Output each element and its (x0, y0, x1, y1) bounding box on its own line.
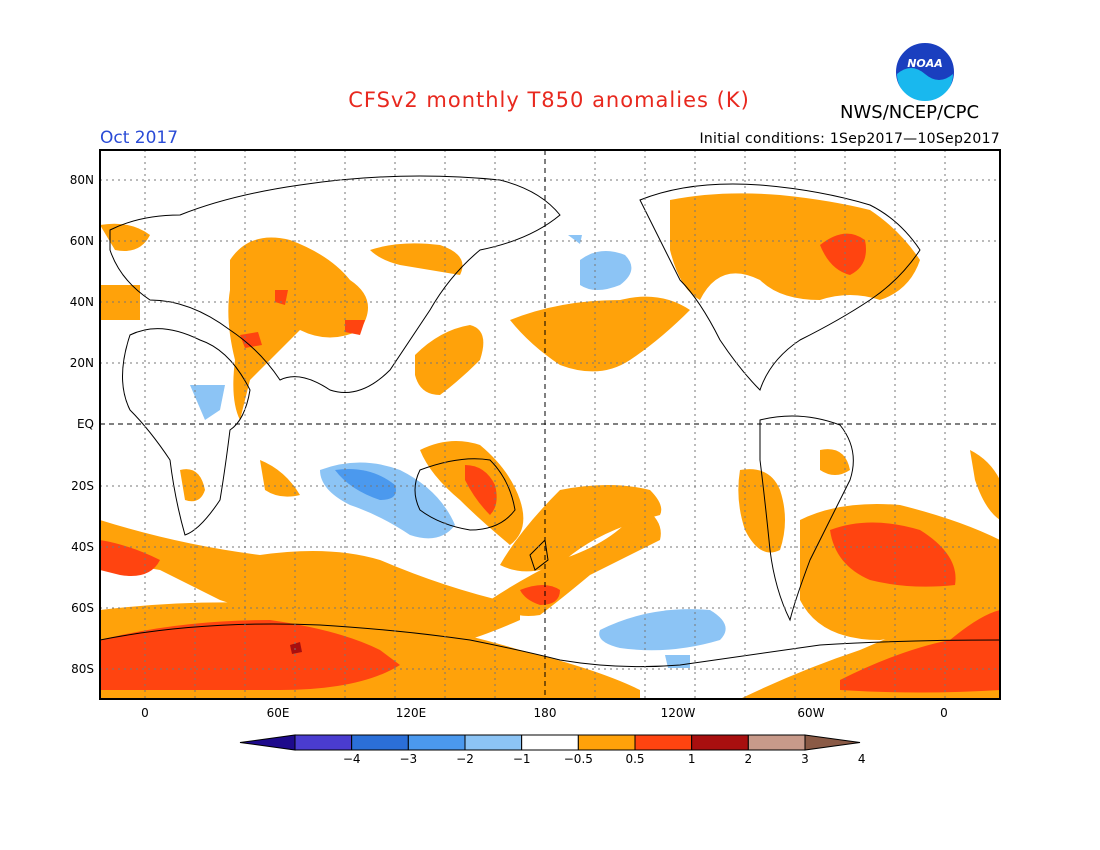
initial-conditions: Initial conditions: 1Sep2017—10Sep2017 (699, 131, 1000, 147)
lon-label: 120W (661, 706, 696, 720)
lat-label: 60N (70, 234, 94, 248)
colorbar-bin (521, 734, 579, 751)
colorbar-max-triangle (804, 734, 861, 751)
lat-label: 40N (70, 295, 94, 309)
colorbar-tick-label: −1 (513, 752, 531, 766)
colorbar: −4 −3 −2 −1 −0.5 0.5 1 2 3 4 (239, 734, 866, 766)
colorbar-bin (634, 734, 693, 751)
lon-label: 60E (267, 706, 290, 720)
colorbar-tick-label: 1 (688, 752, 696, 766)
longitude-labels: 0 60E 120E 180 120W 60W 0 (141, 706, 948, 720)
colorbar-tick-label: −4 (343, 752, 361, 766)
colorbar-tick-label: 3 (801, 752, 809, 766)
lat-label: 20N (70, 356, 94, 370)
lat-label: 60S (71, 601, 94, 615)
graticule (100, 150, 1000, 699)
lat-label: 20S (71, 479, 94, 493)
noaa-logo: NOAA (894, 41, 956, 103)
lon-label: 0 (141, 706, 149, 720)
logo-text: NOAA (907, 57, 943, 70)
colorbar-bin (351, 734, 409, 751)
lon-label: 60W (797, 706, 824, 720)
colorbar-min-triangle (239, 734, 296, 751)
equator-dateline (100, 150, 1000, 699)
lon-label: 180 (534, 706, 557, 720)
coastlines (100, 175, 1000, 668)
colorbar-tick-label: −3 (399, 752, 417, 766)
colorbar-tick-label: 4 (858, 752, 866, 766)
agency-label: NWS/NCEP/CPC (840, 102, 980, 123)
map-title: CFSv2 monthly T850 anomalies (K) (348, 88, 750, 112)
lat-label: 80N (70, 173, 94, 187)
colorbar-tick-label: −2 (456, 752, 474, 766)
colorbar-tick-label: 2 (745, 752, 753, 766)
colorbar-bin (407, 734, 466, 751)
valid-month: Oct 2017 (100, 128, 179, 148)
colorbar-bin (747, 734, 806, 751)
lon-label: 120E (396, 706, 427, 720)
lat-label: 40S (71, 540, 94, 554)
lat-label: 80S (71, 662, 94, 676)
colorbar-bin (691, 734, 749, 751)
map-frame (99, 149, 1001, 700)
colorbar-tick-label: −0.5 (564, 752, 593, 766)
colorbar-bin (294, 734, 353, 751)
colorbar-tick-label: 0.5 (625, 752, 644, 766)
lat-label: EQ (77, 417, 94, 431)
colorbar-bin (577, 734, 636, 751)
latitude-labels: 80N 60N 40N 20N EQ 20S 40S 60S 80S (70, 173, 94, 676)
lon-label: 0 (940, 706, 948, 720)
colorbar-bin (464, 734, 523, 751)
strong-warm-anomaly-regions (100, 233, 1000, 693)
